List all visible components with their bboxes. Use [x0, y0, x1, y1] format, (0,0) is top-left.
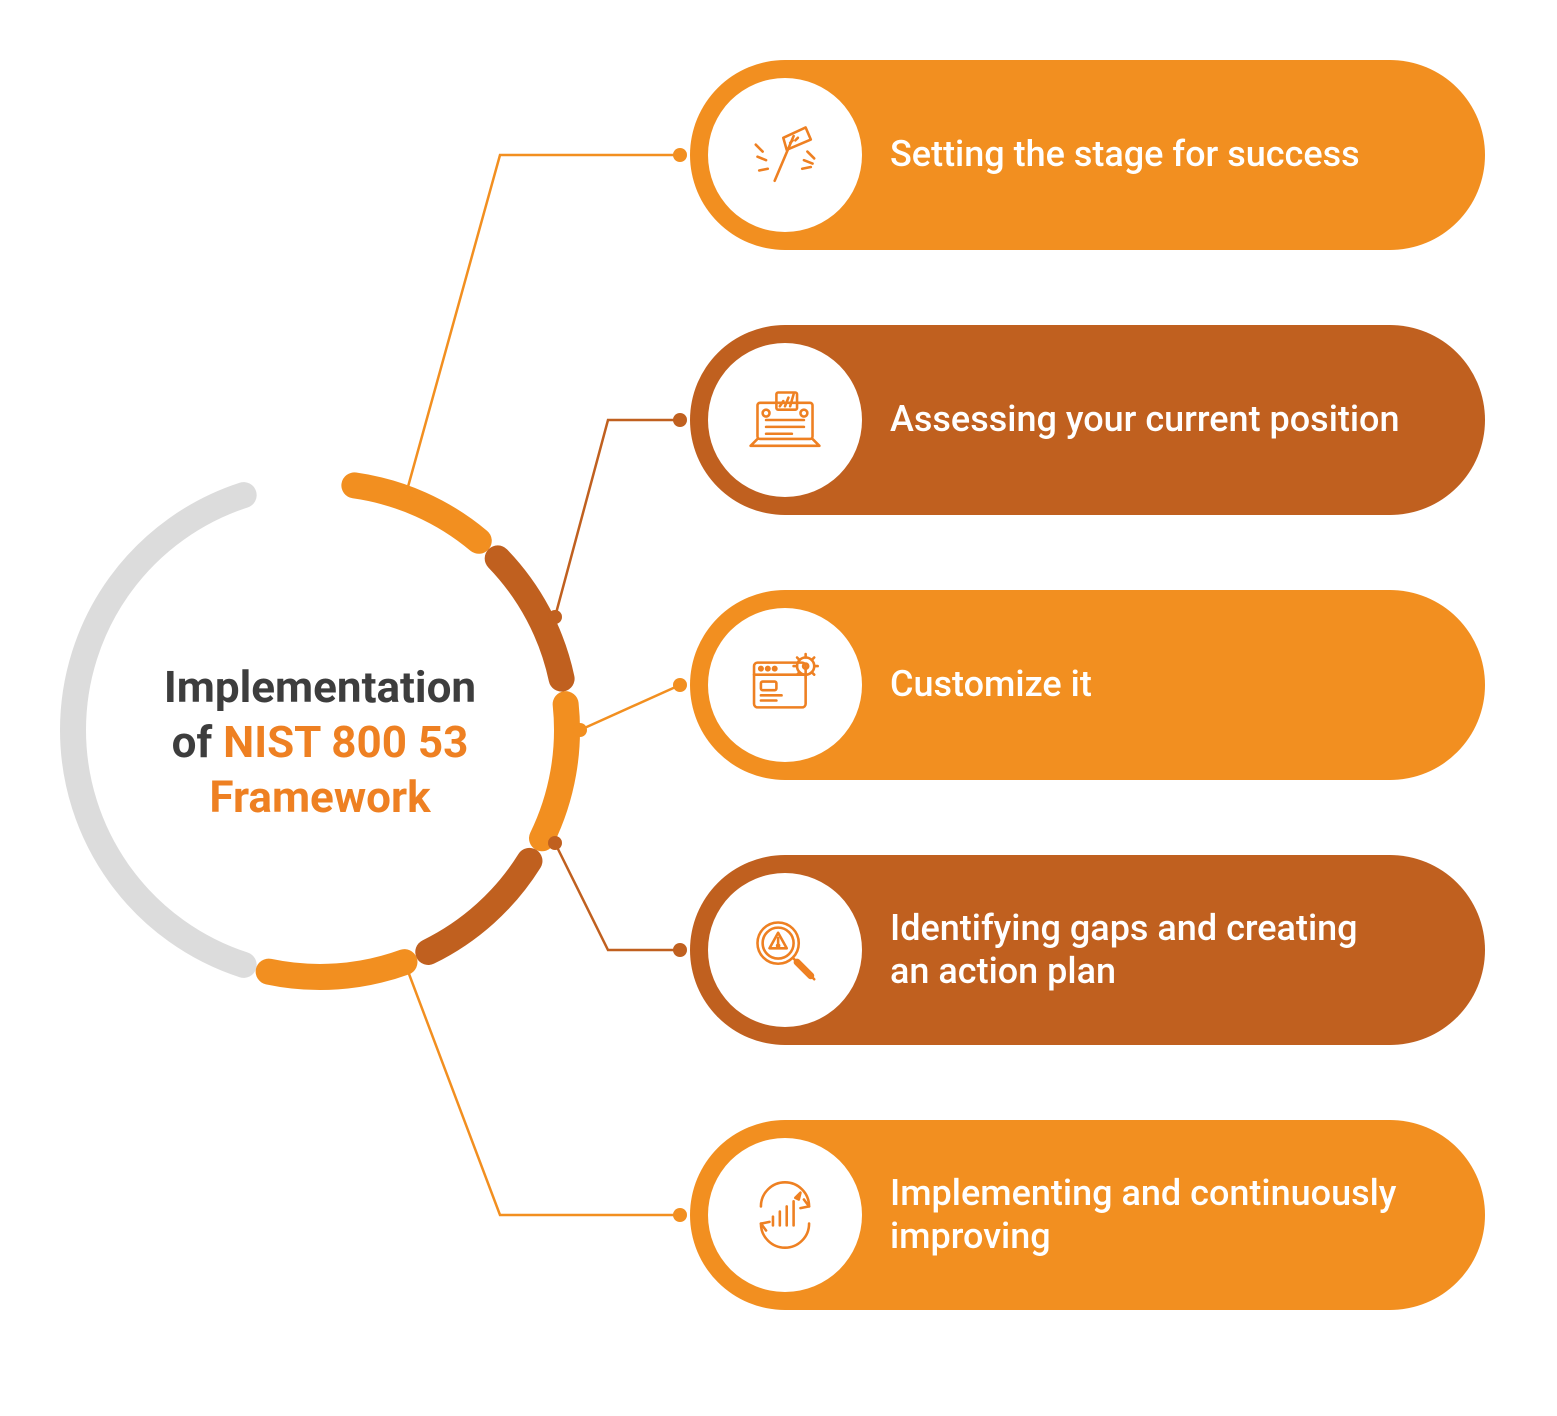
pill-identify-gaps: Identifying gaps and creating an action …	[690, 855, 1485, 1045]
flag-icon	[708, 78, 862, 232]
pill-label-5: Implementing and continuously improving	[862, 1172, 1443, 1258]
title-prefix: of	[172, 716, 224, 768]
pill-label-1: Setting the stage for success	[862, 133, 1400, 176]
pill-assessing: Assessing your current position	[690, 325, 1485, 515]
magnify-warning-icon	[708, 873, 862, 1027]
title-line-2: of NIST 800 53	[120, 715, 520, 770]
diagram-canvas: Implementation of NIST 800 53 Framework …	[0, 0, 1557, 1416]
pill-label-3: Customize it	[862, 663, 1132, 706]
pill-label-2: Assessing your current position	[862, 398, 1440, 441]
assess-icon	[708, 343, 862, 497]
gear-window-icon	[708, 608, 862, 762]
pill-label-4: Identifying gaps and creating an action …	[862, 907, 1443, 993]
title-line-3: Framework	[120, 770, 520, 825]
pill-setting-stage: Setting the stage for success	[690, 60, 1485, 250]
title-line-1: Implementation	[120, 660, 520, 715]
pill-customize: Customize it	[690, 590, 1485, 780]
title-highlight: NIST 800 53	[223, 716, 468, 768]
pill-implementing: Implementing and continuously improving	[690, 1120, 1485, 1310]
center-title: Implementation of NIST 800 53 Framework	[120, 660, 520, 825]
cycle-improve-icon	[708, 1138, 862, 1292]
